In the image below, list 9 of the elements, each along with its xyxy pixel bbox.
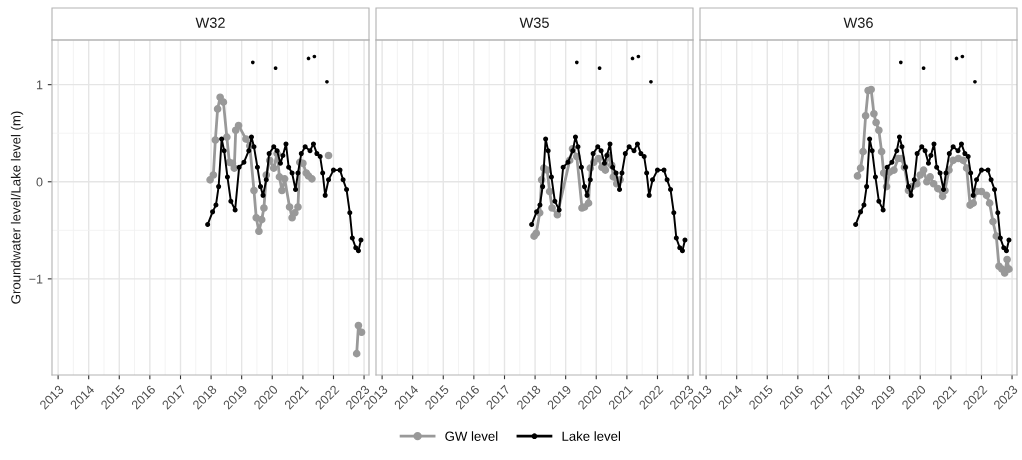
legend-label: GW level (445, 431, 498, 441)
chart-title: W32 (195, 17, 225, 28)
y-tick-label: 1 (36, 80, 43, 90)
chart-title: W36 (843, 17, 873, 28)
chart-title: W35 (519, 17, 549, 28)
y-tick-label: −1 (29, 274, 43, 284)
y-axis-title: Groundwater level/Lake level (m) (10, 111, 24, 304)
legend-label: Lake level (562, 431, 621, 441)
y-tick-label: 0 (36, 177, 43, 187)
